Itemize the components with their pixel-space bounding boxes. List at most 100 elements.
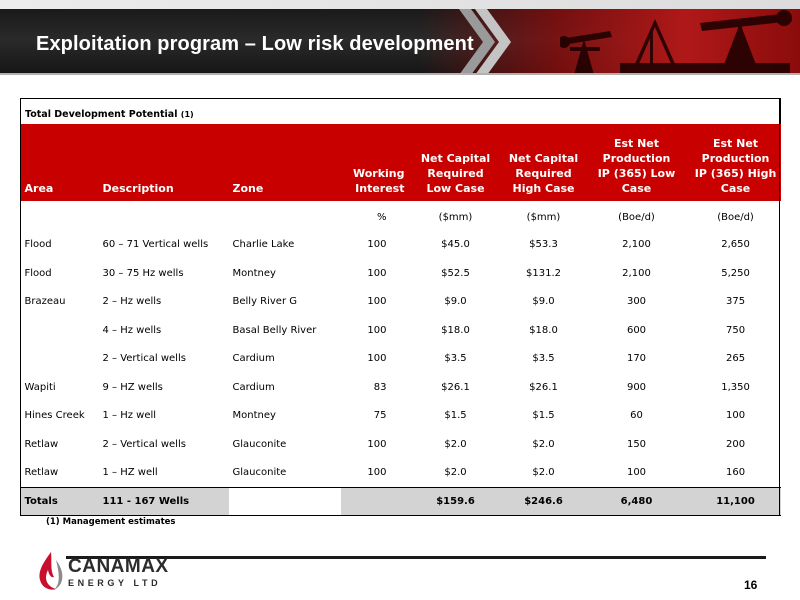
row-capital-low: $45.0	[441, 239, 470, 251]
header-line: IP (365) Low Case	[597, 166, 676, 195]
logo-wordmark: CANAMAX	[68, 556, 169, 577]
col-header-working-interest: Working Interest	[340, 123, 407, 201]
row-working-interest: 100	[367, 438, 387, 450]
row-area: Flood	[24, 239, 52, 251]
table-caption-text: Total Development Potential	[25, 109, 178, 121]
row-capital-low: $52.5	[441, 267, 470, 279]
row-zone: Basal Belly River	[232, 324, 317, 336]
row-area: Hines Creek	[24, 410, 85, 422]
row-working-interest: 100	[367, 353, 387, 365]
totals-production-low: 6,480	[582, 486, 691, 516]
header-top-strip	[0, 0, 800, 9]
footer-divider	[66, 556, 766, 559]
table-row: 4 – Hz wells Basal Belly River 100 $18.0 $18…	[21, 316, 781, 345]
row-description: 4 – Hz wells	[102, 324, 162, 336]
flame-icon	[39, 552, 63, 590]
unit-working-interest: %	[376, 212, 387, 223]
row-description: 2 – Vertical wells	[102, 353, 186, 365]
row-working-interest: 100	[367, 239, 387, 251]
row-capital-low: $26.1	[441, 381, 470, 393]
header-line: Production	[701, 151, 770, 165]
header-line: Est Net	[712, 136, 759, 150]
col-header-description: Description	[98, 123, 229, 201]
row-production-high: 265	[725, 353, 746, 365]
unit-cell	[21, 201, 99, 231]
totals-capital-low: $159.6	[406, 486, 505, 516]
row-description: 1 – Hz well	[102, 410, 157, 422]
chevron-arrows-icon	[459, 9, 511, 75]
unit-cell	[229, 201, 341, 231]
row-capital-low: $2.0	[444, 467, 467, 478]
row-description: 1 – HZ well	[102, 467, 158, 478]
row-capital-low: $2.0	[444, 438, 467, 450]
row-production-low: 300	[626, 296, 647, 308]
row-capital-high: $18.0	[529, 324, 558, 336]
totals-label: Totals	[20, 486, 99, 516]
row-area: Flood	[24, 267, 52, 279]
row-zone: Belly River G	[232, 296, 298, 308]
row-area	[21, 316, 99, 345]
row-production-high: 2,650	[721, 239, 750, 251]
header-line: Low Case	[426, 181, 485, 195]
row-capital-high: $3.5	[532, 353, 555, 365]
development-table-container: Total Development Potential (1) Area Des…	[19, 98, 782, 516]
row-description: 9 – HZ wells	[102, 381, 163, 393]
oil-pumpjack-silhouette	[560, 10, 792, 75]
col-header-production-high: Est Net Production IP (365) High Case	[690, 123, 781, 201]
table-row: Brazeau 2 – Hz wells Belly River G 100 $9.0 $…	[21, 288, 781, 317]
totals-working-interest-blank	[340, 486, 407, 516]
row-production-high: 750	[725, 324, 746, 336]
unit-production-high: (Boe/d)	[717, 212, 754, 223]
row-capital-high: $2.0	[532, 438, 555, 450]
row-area	[21, 345, 99, 374]
col-header-area: Area	[20, 123, 99, 201]
caption-footnote-ref: (1)	[180, 110, 194, 120]
row-area: Wapiti	[24, 381, 56, 393]
table-caption: Total Development Potential (1)	[19, 98, 782, 124]
header-line: High Case	[512, 181, 575, 195]
row-capital-high: $1.5	[532, 410, 555, 422]
logo-tagline: ENERGY LTD	[68, 578, 162, 588]
row-description: 2 – Hz wells	[102, 296, 162, 308]
row-description: 60 – 71 Vertical wells	[102, 239, 209, 251]
table-row: 2 – Vertical wells Cardium 100 $3.5 $3.5 170 2…	[21, 345, 781, 374]
table-row: Flood 60 – 71 Vertical wells Charlie Lake 1…	[21, 231, 781, 260]
header-divider	[0, 73, 800, 75]
row-production-high: 1,350	[721, 381, 750, 393]
col-header-zone: Zone	[228, 123, 341, 201]
row-working-interest: 100	[367, 324, 387, 336]
row-working-interest: 75	[373, 410, 387, 422]
row-capital-high: $9.0	[532, 296, 555, 308]
row-capital-high: $2.0	[532, 467, 555, 478]
header-line: Net Capital	[420, 151, 491, 165]
row-working-interest: 83	[373, 381, 387, 393]
row-production-low: 2,100	[622, 267, 651, 279]
row-area: Retlaw	[24, 467, 59, 478]
row-production-low: 60	[630, 410, 643, 422]
footnote: (1) Management estimates	[46, 517, 176, 527]
header-line: Required	[427, 166, 484, 180]
table-row: Hines Creek 1 – Hz well Montney 75 $1.5 $1.5 6…	[21, 402, 781, 431]
row-zone: Charlie Lake	[232, 239, 295, 251]
slide-header: Exploitation program – Low risk developm…	[0, 0, 800, 75]
row-production-high: 375	[725, 296, 746, 308]
col-header-capital-high: Net Capital Required High Case	[504, 123, 583, 201]
slide-title: Exploitation program – Low risk developm…	[36, 33, 474, 55]
row-area: Brazeau	[24, 296, 66, 308]
totals-production-high: 11,100	[690, 486, 781, 516]
row-production-low: 900	[626, 381, 647, 393]
col-header-capital-low: Net Capital Required Low Case	[406, 123, 505, 201]
row-zone: Cardium	[232, 353, 275, 365]
row-capital-high: $53.3	[529, 239, 558, 251]
totals-capital-high: $246.6	[504, 486, 583, 516]
page-number: 16	[744, 578, 758, 592]
row-capital-low: $9.0	[444, 296, 467, 308]
table-row: Flood 30 – 75 Hz wells Montney 100 $52.5 $131…	[21, 259, 781, 288]
header-line: Working	[352, 166, 405, 180]
row-capital-high: $26.1	[529, 381, 558, 393]
table-row: Wapiti 9 – HZ wells Cardium 83 $26.1 $26.1 900…	[21, 373, 781, 402]
header-line: Required	[515, 166, 572, 180]
table-units-row: % ($mm) ($mm) (Boe/d) (Boe/d)	[21, 201, 781, 231]
row-production-high: 5,250	[721, 267, 750, 279]
unit-cell	[99, 201, 229, 231]
